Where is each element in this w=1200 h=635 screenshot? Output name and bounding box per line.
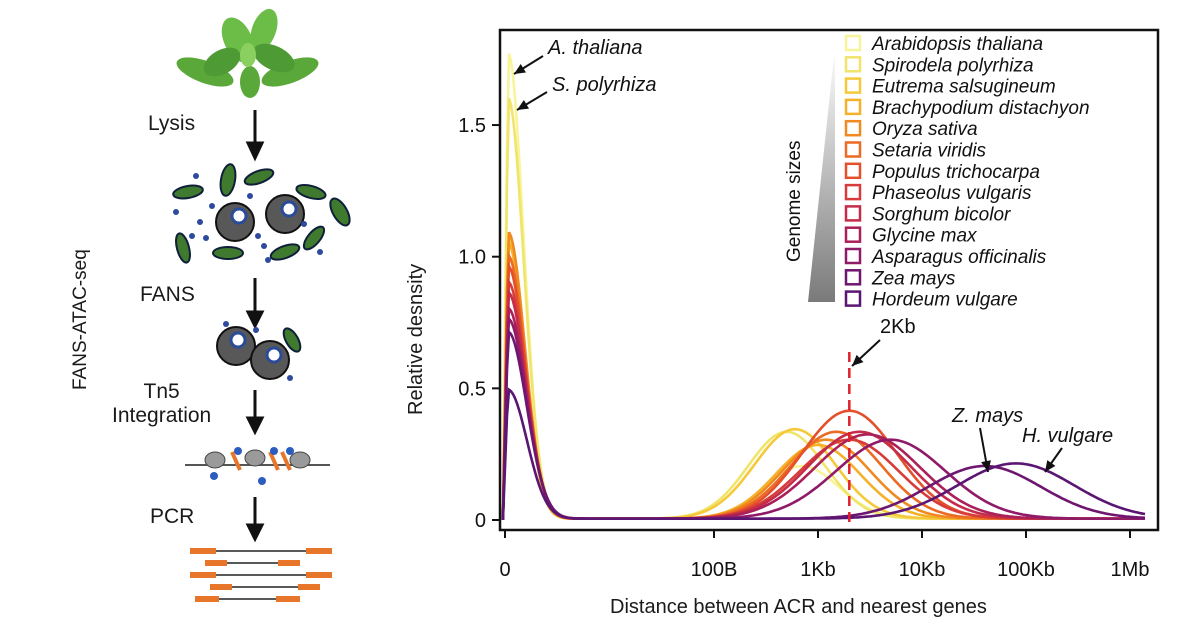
legend-label-12: Zea mays <box>871 268 956 289</box>
legend-swatch-13 <box>844 290 862 307</box>
legend-swatch-3 <box>844 77 862 94</box>
legend-swatch-2 <box>844 56 862 73</box>
tn5-dna-icon <box>185 447 330 485</box>
legend-label-5: Oryza sativa <box>872 119 978 140</box>
x-tick-label: 10Kb <box>899 559 946 581</box>
step-lysis-label: Lysis <box>148 112 196 135</box>
workflow-arrows <box>245 110 265 543</box>
x-tick-label: 1Mb <box>1111 559 1150 581</box>
workflow-panel <box>172 8 351 602</box>
y-axis-title: Relative desnsity <box>405 263 427 415</box>
legend-label-3: Eutrema salsugineum <box>872 77 1056 98</box>
series-line-13 <box>501 387 1146 520</box>
legend-swatch-5 <box>844 119 862 137</box>
legend-label-13: Hordeum vulgare <box>872 290 1018 311</box>
genome-size-label: Genome sizes <box>784 141 805 262</box>
axes: 0 0.5 1.0 1.5 0 100B 1Kb 10Kb 100Kb 1Mb <box>458 115 1149 581</box>
x-axis-title: Distance between ACR and nearest genes <box>610 596 987 618</box>
legend-swatch-9 <box>844 205 862 222</box>
annotation-arrow-4-head <box>981 460 991 472</box>
series-line-9 <box>501 288 1145 520</box>
legend: Genome sizes Arabidopsis thalianaSpirodel… <box>784 34 1090 311</box>
annotation-arrow-1-head <box>514 63 526 74</box>
step-fans-label: FANS <box>140 283 195 306</box>
annotation-arrow-5-head <box>1045 460 1056 472</box>
legend-swatch-6 <box>844 141 862 158</box>
legend-label-4: Brachypodium distachyon <box>872 98 1090 119</box>
annotation-label-2: S. polyrhiza <box>552 74 657 96</box>
legend-label-2: Spirodela polyrhiza <box>872 55 1034 76</box>
x-tick-label: 0 <box>499 559 510 581</box>
legend-swatch-4 <box>844 98 862 116</box>
legend-label-11: Asparagus officinalis <box>871 247 1047 268</box>
series-line-10 <box>501 304 1145 520</box>
legend-label-9: Sorghum bicolor <box>872 204 1011 225</box>
annotation-label-1: A. thaliana <box>547 37 643 59</box>
step-pcr-label: PCR <box>150 505 195 528</box>
x-tick-label: 100Kb <box>997 559 1055 581</box>
step-tn5-label: Tn5 Integration <box>112 380 212 427</box>
pcr-fragments-icon <box>190 548 332 602</box>
annotation-label-4: Z. mays <box>951 405 1023 427</box>
legend-label-8: Phaseolus vulgaris <box>872 183 1032 204</box>
legend-swatch-11 <box>844 247 862 265</box>
legend-swatch-7 <box>844 162 862 180</box>
series-line-8 <box>501 277 1145 520</box>
y-tick-label: 0 <box>475 510 486 532</box>
sorted-nuclei-icon <box>216 321 302 381</box>
y-tick-label: 1.0 <box>458 247 486 269</box>
legend-swatch-8 <box>844 183 862 201</box>
legend-label-7: Populus trichocarpa <box>872 162 1040 183</box>
series-curves <box>501 53 1146 526</box>
legend-swatch-1 <box>844 34 862 52</box>
workflow-side-label: FANS-ATAC-seq <box>70 249 91 390</box>
legend-label-6: Setaria viridis <box>872 141 987 162</box>
annotation-arrow-3-head <box>852 354 864 366</box>
x-tick-label: 100B <box>691 559 738 581</box>
legend-swatch-12 <box>844 269 862 286</box>
x-tick-label: 1Kb <box>800 559 836 581</box>
annotation-arrow-2-head <box>517 100 530 110</box>
annotation-label-5: H. vulgare <box>1022 425 1113 447</box>
genome-size-triangle <box>808 46 835 302</box>
legend-swatch-10 <box>844 226 862 243</box>
legend-label-1: Arabidopsis thaliana <box>871 34 1043 55</box>
plant-icon <box>176 8 319 98</box>
plot-frame <box>498 28 1160 532</box>
y-tick-label: 0.5 <box>458 378 486 400</box>
lysate-icon <box>172 163 351 264</box>
annotation-label-3: 2Kb <box>880 316 916 338</box>
legend-label-10: Glycine max <box>872 226 978 247</box>
y-tick-label: 1.5 <box>458 115 486 137</box>
